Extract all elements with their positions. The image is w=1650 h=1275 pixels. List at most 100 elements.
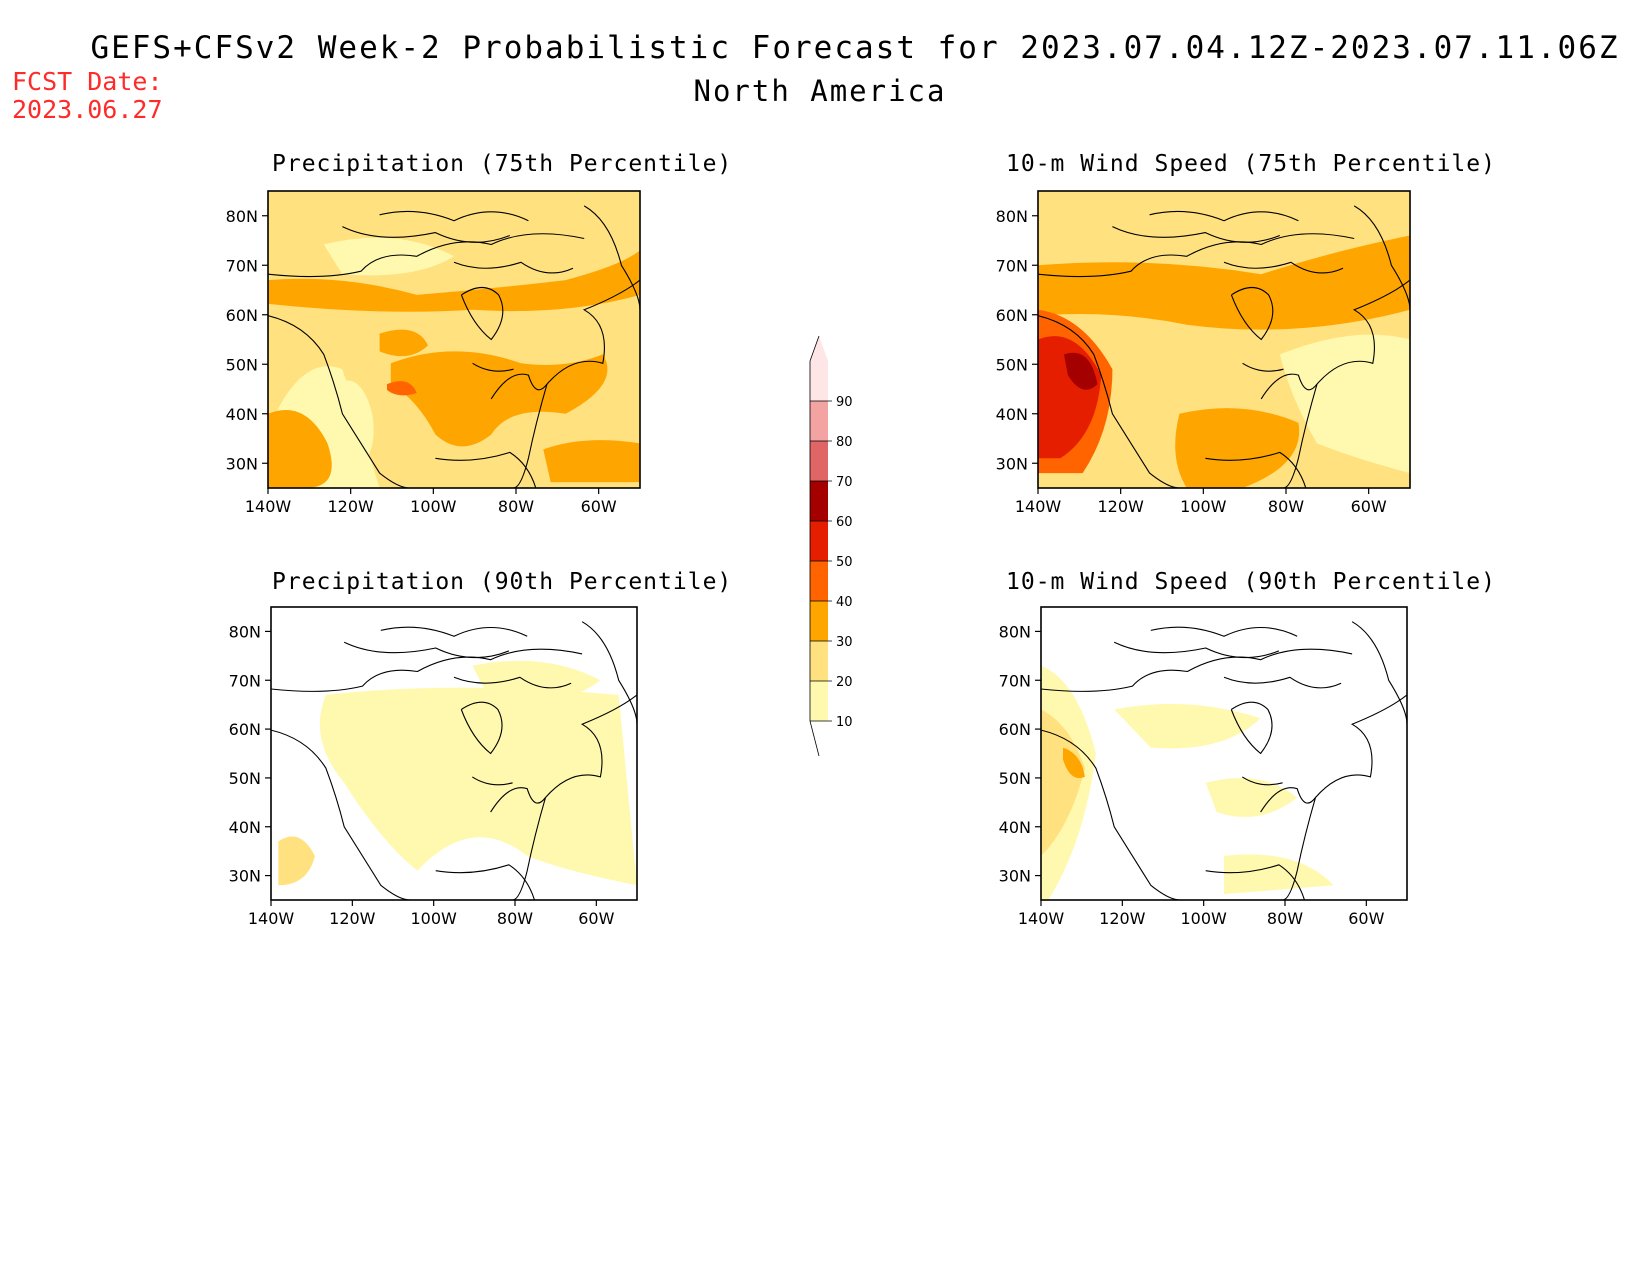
- lat-tick-label: 40N: [229, 818, 261, 837]
- map-frame: [1040, 606, 1408, 901]
- lon-tick-label: 60W: [581, 497, 617, 516]
- contour-region-30: [1063, 747, 1085, 779]
- coastline: [1205, 864, 1306, 900]
- contour-region-30: [379, 329, 428, 357]
- lat-tick-label: 30N: [996, 454, 1028, 473]
- coastline: [1230, 286, 1274, 341]
- coastline: [460, 701, 503, 755]
- lon-tick-label: 140W: [1018, 909, 1065, 928]
- coastline: [472, 776, 513, 786]
- lon-tick-label: 100W: [1180, 497, 1227, 516]
- coastline: [583, 205, 640, 310]
- coastline: [1223, 676, 1342, 689]
- coastline: [1113, 641, 1280, 659]
- coastline: [1038, 315, 1180, 488]
- map-background: [1041, 607, 1407, 900]
- colorbar-lower-extension: [810, 721, 828, 756]
- lon-tick-label: 80W: [1268, 497, 1304, 516]
- lon-tick-label: 120W: [1097, 497, 1144, 516]
- page-subtitle: North America: [693, 74, 947, 108]
- contour-region-10: [1279, 334, 1410, 474]
- lat-tick-label: 50N: [999, 769, 1031, 788]
- lat-tick-label: 80N: [226, 207, 258, 226]
- lat-tick-label: 70N: [996, 256, 1028, 275]
- colorbar-segment-90: [810, 361, 828, 401]
- colorbar-label: 30: [836, 635, 853, 650]
- panel-title-wind-75: 10-m Wind Speed (75th Percentile): [1006, 151, 1496, 177]
- colorbar-label: 10: [836, 715, 853, 730]
- lat-tick-label: 70N: [999, 671, 1031, 690]
- colorbar-segment-80: [810, 401, 828, 441]
- contour-region-30: [1038, 235, 1410, 330]
- lat-tick-label: 60N: [999, 720, 1031, 739]
- lon-tick-label: 80W: [497, 909, 533, 928]
- coastline: [472, 362, 514, 372]
- coastline: [581, 621, 637, 725]
- colorbar-segment-20: [810, 641, 828, 681]
- coastline: [1242, 776, 1283, 786]
- lat-tick-label: 60N: [229, 720, 261, 739]
- coastline: [1351, 621, 1407, 725]
- coastline: [268, 233, 585, 278]
- lon-tick-label: 100W: [410, 497, 457, 516]
- coastline: [1242, 362, 1284, 372]
- colorbar-label: 60: [836, 515, 853, 530]
- lat-tick-label: 30N: [999, 867, 1031, 886]
- contour-region-30: [543, 440, 640, 483]
- contour-region-10: [472, 660, 601, 703]
- colorbar-label: 20: [836, 675, 853, 690]
- lon-tick-label: 120W: [329, 909, 376, 928]
- contour-region-10: [1114, 703, 1261, 749]
- page-title: GEFS+CFSv2 Week-2 Probabilistic Forecast…: [90, 30, 1620, 66]
- colorbar-segment-60: [810, 481, 828, 521]
- coastline: [1223, 261, 1344, 274]
- map-panel-precip-75: 80N 70N 60N 50N 40N 30N 140W 120W 100W 80W 60W: [226, 190, 641, 516]
- coastline: [435, 864, 536, 900]
- lat-tick-label: 30N: [229, 867, 261, 886]
- contour-region-20: [1041, 709, 1085, 856]
- coastline: [453, 676, 572, 689]
- contour-region-10: [1205, 777, 1298, 818]
- colorbar-label: 40: [836, 595, 853, 610]
- contour-region-30: [268, 410, 332, 488]
- coastline: [1041, 648, 1353, 692]
- coastline: [513, 383, 548, 488]
- map-frame: [1037, 190, 1411, 489]
- panel-title-wind-90: 10-m Wind Speed (90th Percentile): [1006, 569, 1496, 595]
- contour-region-30: [268, 250, 640, 312]
- lon-tick-label: 80W: [1267, 909, 1303, 928]
- coastline: [1353, 205, 1410, 310]
- coastline: [1260, 694, 1407, 813]
- contour-region-10: [335, 380, 374, 474]
- panel-title-precip-90: Precipitation (90th Percentile): [272, 569, 733, 595]
- lat-tick-label: 40N: [996, 405, 1028, 424]
- lon-tick-label: 100W: [410, 909, 457, 928]
- colorbar-segment-30: [810, 601, 828, 641]
- lat-tick-label: 40N: [226, 405, 258, 424]
- lon-tick-label: 120W: [327, 497, 374, 516]
- lat-tick-label: 80N: [999, 622, 1031, 641]
- colorbar-label: 90: [836, 395, 853, 410]
- coastline: [435, 451, 537, 488]
- coastline: [268, 315, 410, 488]
- coastline: [343, 641, 510, 659]
- lat-tick-label: 80N: [996, 207, 1028, 226]
- colorbar: 10 20 30 40 50 60 70 80 90: [809, 335, 853, 757]
- coastline: [1230, 701, 1273, 755]
- lat-tick-label: 60N: [996, 306, 1028, 325]
- coastline: [271, 648, 583, 692]
- map-frame: [270, 606, 638, 901]
- lon-tick-label: 120W: [1099, 909, 1146, 928]
- coastline: [1041, 729, 1181, 900]
- coastline: [379, 210, 529, 222]
- colorbar-label: 70: [836, 475, 853, 490]
- lon-tick-label: 100W: [1180, 909, 1227, 928]
- lon-tick-label: 80W: [498, 497, 534, 516]
- lat-tick-label: 70N: [226, 256, 258, 275]
- colorbar-segment-10: [810, 681, 828, 721]
- coastline: [460, 286, 504, 341]
- coastline: [342, 226, 511, 243]
- lat-tick-label: 80N: [229, 622, 261, 641]
- colorbar-segment-50: [810, 521, 828, 561]
- coastline: [1112, 226, 1281, 243]
